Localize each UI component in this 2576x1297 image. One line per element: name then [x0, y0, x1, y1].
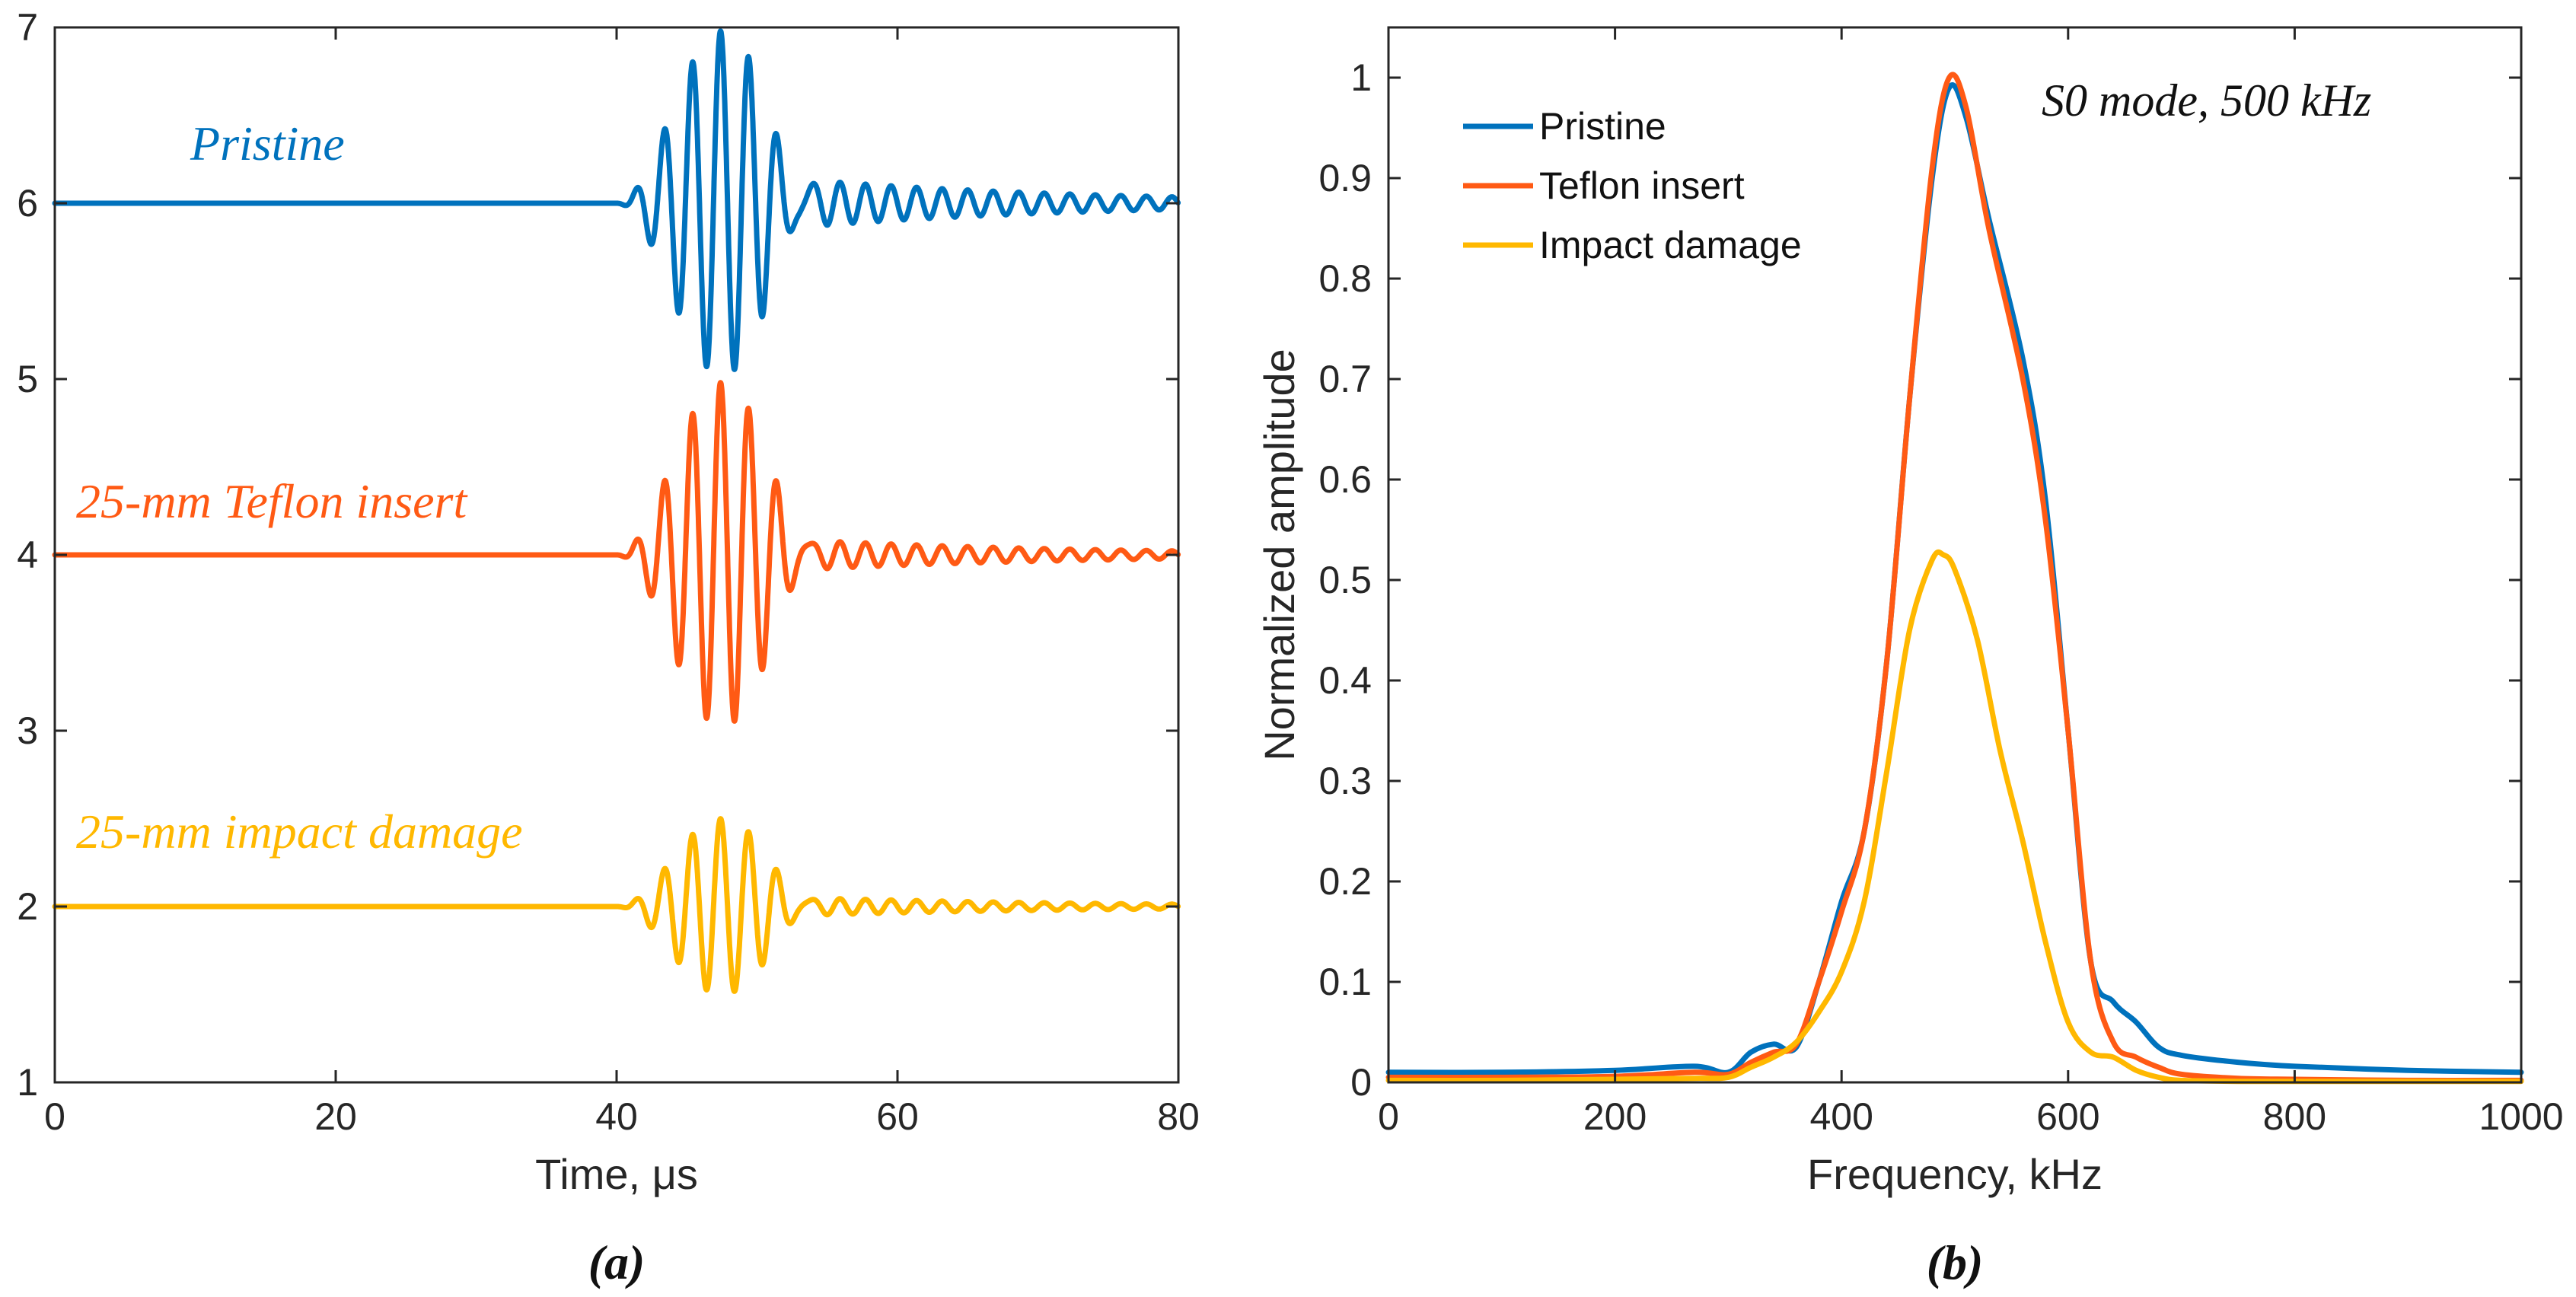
panel-b-axes-frame: [1387, 26, 2523, 1084]
panel-b-x-tick-label: 800: [2263, 1095, 2326, 1138]
panel-b-y-tick-label: 0: [1350, 1061, 1372, 1104]
panel-b-y-tick-label: 0.9: [1318, 157, 1372, 199]
panel-a-x-tick-label: 0: [44, 1095, 65, 1138]
panel-a-caption: (a): [588, 1235, 646, 1289]
panel-b-y-tick-label: 0.8: [1318, 257, 1372, 300]
panel-b-y-tick-label: 0.5: [1318, 559, 1372, 601]
panel-a-y-tick-label: 1: [17, 1061, 38, 1104]
panel-b-caption: (b): [1927, 1235, 1984, 1289]
panel-b-y-tick-label: 0.2: [1318, 860, 1372, 903]
panel-b-series-group: [1385, 72, 2524, 1085]
panel-b-ticks: 0 200 400 600 800 1000 0 0.1 0.2 0.3 0.4 0.5 0.6 0.7 0…: [1318, 27, 2564, 1138]
panel-b-x-tick-label: 200: [1583, 1095, 1647, 1138]
panel-b-frequency-spectra: 0 200 400 600 800 1000 0 0.1 0.2 0.3 0.4 0.5 0.6 0.7 0…: [1255, 26, 2564, 1289]
panel-b-y-tick-label: 1: [1350, 56, 1372, 99]
panel-a-series-line-impact: [52, 816, 1181, 994]
panel-b-x-tick-label: 400: [1809, 1095, 1873, 1138]
panel-b-y-tick-label: 0.6: [1318, 458, 1372, 501]
panel-a-x-axis-label: Time, μs: [535, 1150, 698, 1198]
panel-b-y-tick-label: 0.7: [1318, 358, 1372, 400]
panel-a-series-line-teflon: [52, 380, 1181, 724]
panel-a-x-tick-label: 80: [1157, 1095, 1200, 1138]
panel-a-ticks: 0 20 40 60 80 1 2 3 4 5 6 7: [17, 6, 1200, 1138]
legend-label-teflon: Teflon insert: [1539, 164, 1745, 207]
panel-b-x-tick-label: 600: [2036, 1095, 2099, 1138]
panel-b-x-tick-label: 0: [1378, 1095, 1399, 1138]
panel-b-x-tick-label: 1000: [2479, 1095, 2563, 1138]
panel-a-x-tick-label: 60: [876, 1095, 919, 1138]
panel-a-time-signals: 0 20 40 60 80 1 2 3 4 5 6 7 Time, μs Pristine 25-mm…: [17, 6, 1200, 1289]
panel-a-y-tick-label: 3: [17, 709, 38, 752]
panel-a-x-tick-label: 20: [314, 1095, 357, 1138]
panel-b-y-tick-label: 0.4: [1318, 659, 1372, 702]
panel-b-annotation: S0 mode, 500 kHz: [2042, 75, 2371, 126]
legend-label-pristine: Pristine: [1539, 105, 1666, 148]
panel-a-series-group: [52, 28, 1181, 994]
panel-a-series-label-teflon: 25-mm Teflon insert: [76, 474, 468, 528]
panel-b-series-line-impact: [1385, 549, 2524, 1085]
panel-a-x-tick-label: 40: [595, 1095, 638, 1138]
panel-a-y-tick-label: 7: [17, 6, 38, 49]
panel-b-x-axis-label: Frequency, kHz: [1807, 1150, 2103, 1198]
panel-a-y-tick-label: 4: [17, 534, 38, 576]
panel-b-y-tick-label: 0.3: [1318, 760, 1372, 802]
panel-a-series-label-impact: 25-mm impact damage: [76, 805, 523, 859]
panel-a-series-label-pristine: Pristine: [190, 116, 345, 170]
panel-b-y-tick-label: 0.1: [1318, 961, 1372, 1003]
panel-a-y-tick-label: 5: [17, 358, 38, 400]
legend-label-impact: Impact damage: [1539, 224, 1802, 266]
panel-a-y-tick-label: 6: [17, 182, 38, 225]
panel-b-y-axis-label: Normalized amplitude: [1255, 349, 1303, 761]
panel-a-y-tick-label: 2: [17, 885, 38, 928]
panel-a-series-line-pristine: [52, 28, 1181, 372]
panel-b-series-line-teflon: [1385, 72, 2524, 1083]
panel-b-series-line-pristine: [1385, 82, 2524, 1076]
panel-b-legend: Pristine Teflon insert Impact damage: [1463, 105, 1802, 266]
